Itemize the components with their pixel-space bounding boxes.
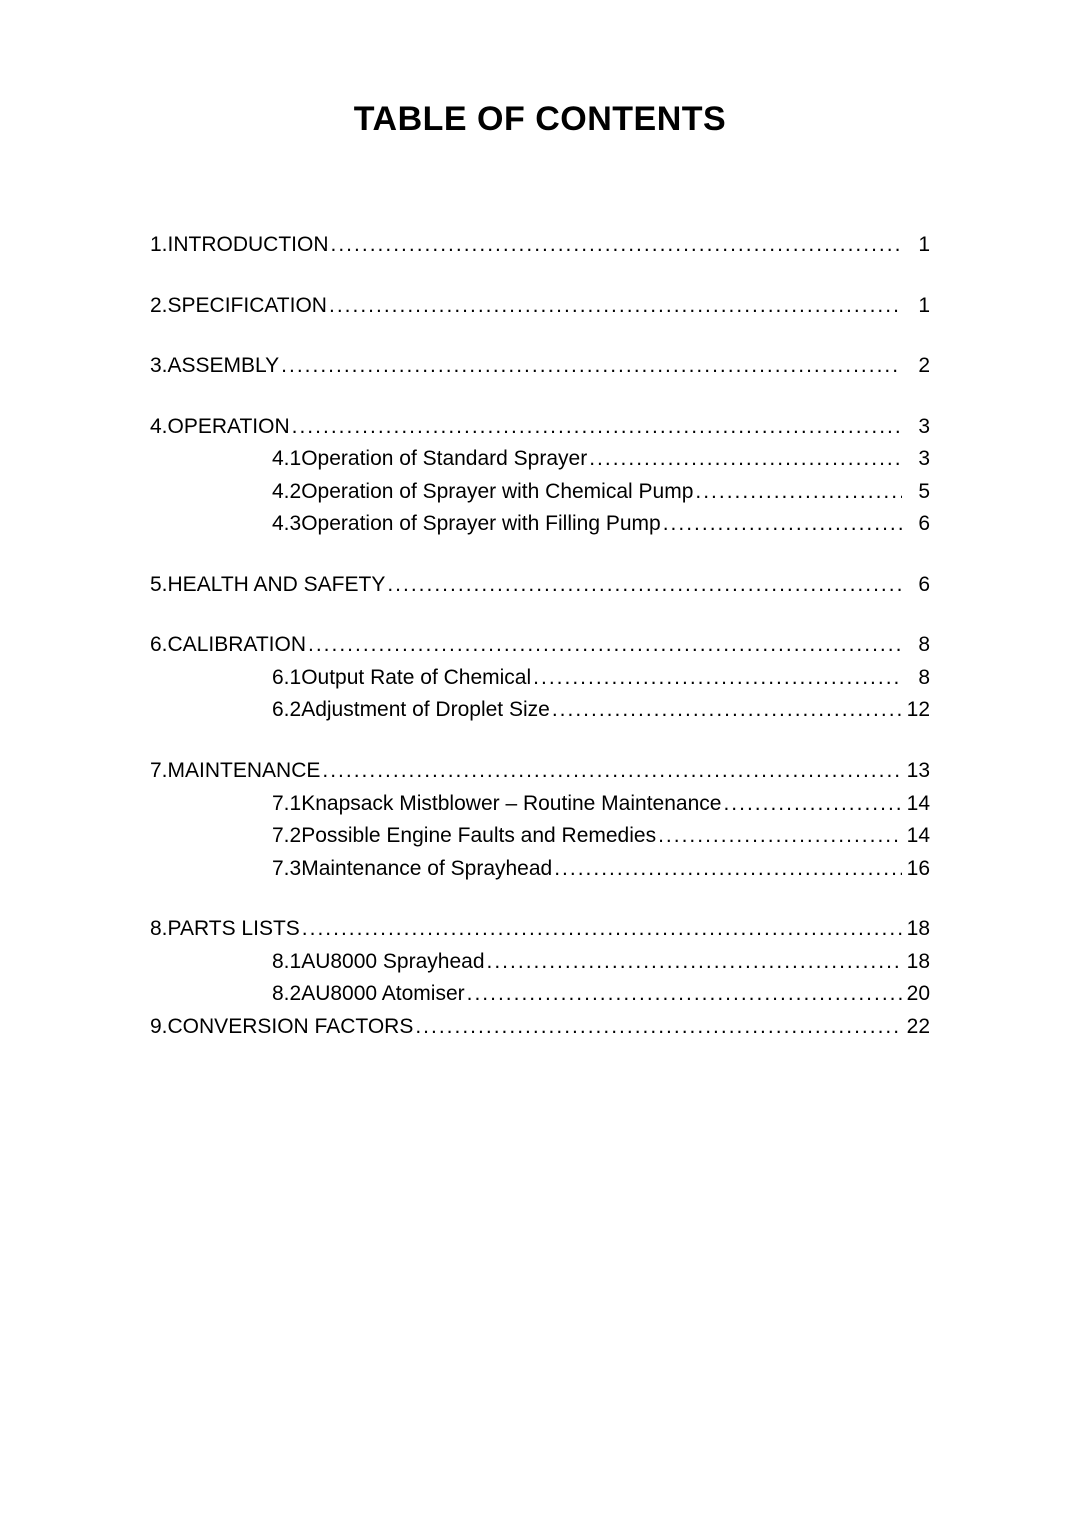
- toc-label: CONVERSION FACTORS: [168, 1011, 414, 1044]
- toc-number: 7.2: [272, 820, 301, 853]
- toc-label: Adjustment of Droplet Size: [301, 694, 550, 727]
- toc-label: ASSEMBLY: [168, 350, 280, 383]
- toc-number: 1.: [150, 229, 168, 262]
- toc-entry: 4.1Operation of Standard Sprayer........…: [150, 443, 930, 476]
- toc-entry: 4.OPERATION.............................…: [150, 411, 930, 444]
- toc-entry: 7.1Knapsack Mistblower – Routine Mainten…: [150, 788, 930, 821]
- toc-label: Knapsack Mistblower – Routine Maintenanc…: [301, 788, 721, 821]
- toc-page-number: 8: [902, 662, 930, 695]
- toc-leader: ........................................…: [693, 476, 902, 509]
- toc-leader: ........................................…: [279, 350, 902, 383]
- toc-page-number: 5: [902, 476, 930, 509]
- toc-entry: 2.SPECIFICATION.........................…: [150, 290, 930, 323]
- toc-entry: 6.CALIBRATION...........................…: [150, 629, 930, 662]
- toc-page-number: 12: [902, 694, 930, 727]
- toc-label: OPERATION: [168, 411, 290, 444]
- toc-label: HEALTH AND SAFETY: [168, 569, 386, 602]
- toc-leader: ........................................…: [385, 569, 902, 602]
- toc-number: 6.: [150, 629, 168, 662]
- toc-entry: 7.3Maintenance of Sprayhead.............…: [150, 853, 930, 886]
- toc-label: AU8000 Atomiser: [301, 978, 464, 1011]
- toc-entry: 8.1AU8000 Sprayhead.....................…: [150, 946, 930, 979]
- toc-number: 2.: [150, 290, 168, 323]
- toc-number: 3.: [150, 350, 168, 383]
- toc-leader: ........................................…: [721, 788, 902, 821]
- toc-leader: ........................................…: [300, 913, 902, 946]
- toc-number: 7.: [150, 755, 168, 788]
- toc-page-number: 16: [902, 853, 930, 886]
- toc-label: SPECIFICATION: [168, 290, 327, 323]
- toc-leader: ........................................…: [552, 853, 902, 886]
- toc-number: 5.: [150, 569, 168, 602]
- toc-leader: ........................................…: [290, 411, 902, 444]
- toc-leader: ........................................…: [306, 629, 902, 662]
- toc-page-number: 6: [902, 569, 930, 602]
- toc-page-number: 8: [902, 629, 930, 662]
- toc-entry: 5.HEALTH AND SAFETY.....................…: [150, 569, 930, 602]
- toc-page-number: 20: [902, 978, 930, 1011]
- toc-entry: 7.2Possible Engine Faults and Remedies..…: [150, 820, 930, 853]
- toc-page-number: 13: [902, 755, 930, 788]
- page-title: TABLE OF CONTENTS: [150, 100, 930, 139]
- toc-number: 8.2: [272, 978, 301, 1011]
- toc-number: 6.2: [272, 694, 301, 727]
- toc-leader: ........................................…: [320, 755, 902, 788]
- toc-leader: ........................................…: [656, 820, 902, 853]
- toc-page-number: 1: [902, 290, 930, 323]
- toc-entry: 9.CONVERSION FACTORS....................…: [150, 1011, 930, 1044]
- toc-number: 4.1: [272, 443, 301, 476]
- toc-page-number: 14: [902, 820, 930, 853]
- toc-page-number: 3: [902, 443, 930, 476]
- toc-label: Operation of Standard Sprayer: [301, 443, 587, 476]
- toc-number: 4.: [150, 411, 168, 444]
- toc-number: 7.3: [272, 853, 301, 886]
- toc-entry: 4.2Operation of Sprayer with Chemical Pu…: [150, 476, 930, 509]
- toc-entry: 7.MAINTENANCE...........................…: [150, 755, 930, 788]
- toc-leader: ........................................…: [485, 946, 902, 979]
- toc-entry: 6.1Output Rate of Chemical..............…: [150, 662, 930, 695]
- toc-leader: ........................................…: [531, 662, 902, 695]
- toc-leader: ........................................…: [465, 978, 902, 1011]
- toc-leader: ........................................…: [327, 290, 902, 323]
- toc-leader: ........................................…: [661, 508, 902, 541]
- toc-label: Maintenance of Sprayhead: [301, 853, 552, 886]
- toc-label: CALIBRATION: [168, 629, 306, 662]
- toc-page-number: 14: [902, 788, 930, 821]
- table-of-contents: 1.INTRODUCTION..........................…: [150, 229, 930, 1043]
- toc-label: INTRODUCTION: [168, 229, 329, 262]
- toc-leader: ........................................…: [550, 694, 902, 727]
- toc-label: AU8000 Sprayhead: [301, 946, 484, 979]
- toc-leader: ........................................…: [587, 443, 902, 476]
- toc-page-number: 6: [902, 508, 930, 541]
- toc-number: 4.2: [272, 476, 301, 509]
- toc-label: MAINTENANCE: [168, 755, 321, 788]
- toc-leader: ........................................…: [329, 229, 902, 262]
- toc-number: 8.: [150, 913, 168, 946]
- toc-number: 6.1: [272, 662, 301, 695]
- toc-label: PARTS LISTS: [168, 913, 300, 946]
- toc-label: Output Rate of Chemical: [301, 662, 531, 695]
- toc-label: Possible Engine Faults and Remedies: [301, 820, 656, 853]
- toc-page-number: 18: [902, 913, 930, 946]
- toc-entry: 8.2AU8000 Atomiser......................…: [150, 978, 930, 1011]
- toc-number: 9.: [150, 1011, 168, 1044]
- toc-page-number: 3: [902, 411, 930, 444]
- toc-page-number: 18: [902, 946, 930, 979]
- toc-entry: 8.PARTS LISTS...........................…: [150, 913, 930, 946]
- toc-page-number: 22: [902, 1011, 930, 1044]
- toc-page-number: 2: [902, 350, 930, 383]
- toc-label: Operation of Sprayer with Chemical Pump: [301, 476, 693, 509]
- toc-label: Operation of Sprayer with Filling Pump: [301, 508, 661, 541]
- toc-entry: 6.2Adjustment of Droplet Size...........…: [150, 694, 930, 727]
- toc-number: 8.1: [272, 946, 301, 979]
- toc-number: 4.3: [272, 508, 301, 541]
- toc-entry: 1.INTRODUCTION..........................…: [150, 229, 930, 262]
- toc-page-number: 1: [902, 229, 930, 262]
- toc-entry: 4.3Operation of Sprayer with Filling Pum…: [150, 508, 930, 541]
- toc-number: 7.1: [272, 788, 301, 821]
- toc-entry: 3.ASSEMBLY..............................…: [150, 350, 930, 383]
- page: TABLE OF CONTENTS 1.INTRODUCTION........…: [0, 0, 1080, 1528]
- toc-leader: ........................................…: [413, 1011, 902, 1044]
